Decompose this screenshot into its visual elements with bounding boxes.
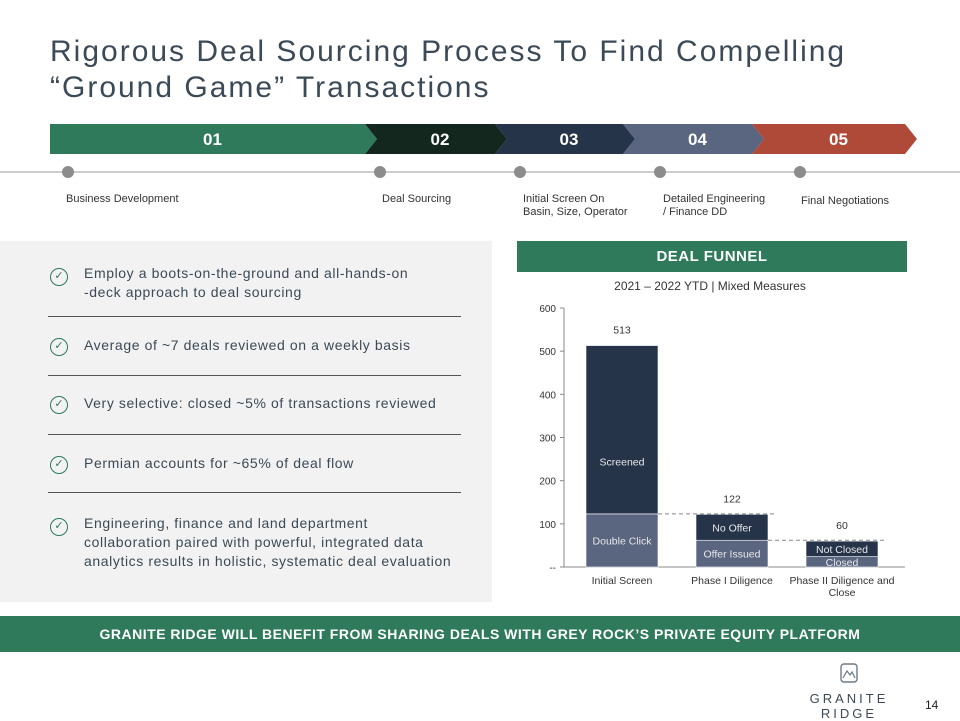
step-arrow-02 — [365, 124, 507, 154]
highlights-panel — [0, 241, 492, 602]
highlight-text: Very selective: closed ~5% of transactio… — [84, 395, 437, 411]
y-tick-label: 400 — [539, 390, 556, 401]
segment-label: Screened — [600, 457, 645, 469]
bottom-banner: GRANITE RIDGE WILL BENEFIT FROM SHARING … — [0, 616, 960, 652]
segment-label: No Offer — [712, 522, 752, 534]
step-number: 04 — [688, 130, 707, 149]
timeline-dot — [514, 166, 526, 178]
highlight-text: Average of ~7 deals reviewed on a weekly… — [84, 337, 411, 353]
y-tick-label: -- — [549, 563, 556, 574]
step-arrow-04 — [623, 124, 764, 154]
bar-segment — [585, 345, 659, 515]
category-label: Phase I Diligence — [691, 575, 773, 587]
category-label: Initial Screen — [592, 575, 653, 587]
step-label: Detailed Engineering / Finance DD — [663, 193, 766, 218]
step-number: 01 — [203, 130, 222, 149]
checkmark-icon: ✓ — [50, 268, 68, 286]
logo-wordmark: GRANITE RIDGE — [809, 691, 889, 721]
deal-funnel-chart: 2021 – 2022 YTD | Mixed Measures -- 100 200… — [500, 274, 910, 609]
process-arrows: 01 02 03 04 05 — [0, 124, 960, 178]
total-label: 513 — [613, 325, 631, 337]
step-arrow-01 — [50, 124, 377, 154]
step-label: Final Negotiations — [801, 195, 890, 207]
mountain-icon — [840, 663, 858, 683]
step-label: Business Development — [66, 193, 179, 205]
divider — [48, 492, 461, 493]
segment-label: Offer Issued — [703, 549, 760, 561]
category-label: Phase II Diligence and — [789, 575, 894, 587]
highlight-text: Permian accounts for ~65% of deal flow — [84, 455, 354, 471]
page-title: Rigorous Deal Sourcing Process To Find C… — [50, 35, 847, 104]
divider — [48, 316, 461, 317]
bar-segment — [585, 513, 659, 568]
bar-segment — [695, 539, 769, 568]
granite-ridge-logo: GRANITE RIDGE — [786, 662, 912, 721]
step-number: 02 — [431, 130, 450, 149]
bar-segment — [805, 540, 879, 557]
step-arrow-05 — [752, 124, 917, 154]
timeline-dot — [654, 166, 666, 178]
segment-label: Not Closed — [816, 544, 868, 556]
checkmark-icon: ✓ — [50, 518, 68, 536]
timeline-dot — [374, 166, 386, 178]
deal-funnel-header: DEAL FUNNEL — [517, 241, 907, 272]
y-tick-label: 100 — [539, 520, 556, 531]
highlight-text: Employ a boots-on-the-ground and all-han… — [84, 265, 409, 300]
y-tick-label: 600 — [539, 304, 556, 315]
y-tick-label: 500 — [539, 347, 556, 358]
total-label: 60 — [836, 520, 848, 532]
step-arrow-03 — [495, 124, 635, 154]
segment-label: Closed — [826, 557, 859, 569]
page-number: 14 — [925, 698, 939, 712]
checkmark-icon: ✓ — [50, 396, 68, 414]
divider — [48, 434, 461, 435]
highlight-text: Engineering, finance and land department… — [84, 515, 452, 569]
checkmark-icon: ✓ — [50, 338, 68, 356]
checkmark-icon: ✓ — [50, 456, 68, 474]
step-number: 05 — [829, 130, 848, 149]
segment-label: Double Click — [593, 535, 653, 547]
process-timeline: 01 02 03 04 05 — [0, 118, 960, 218]
step-label: Deal Sourcing — [382, 193, 452, 205]
category-label: Close — [829, 587, 856, 599]
bar-segment — [695, 514, 769, 541]
divider — [48, 375, 461, 376]
chart-title: 2021 – 2022 YTD | Mixed Measures — [614, 279, 806, 293]
y-tick-label: 300 — [539, 434, 556, 445]
timeline-dot — [794, 166, 806, 178]
step-label: Initial Screen On Basin, Size, Operator — [523, 193, 628, 218]
step-number: 03 — [560, 130, 579, 149]
y-tick-label: 200 — [539, 477, 556, 488]
total-label: 122 — [723, 493, 741, 505]
deal-funnel-svg: 2021 – 2022 YTD | Mixed Measures -- 100 200… — [539, 279, 905, 599]
timeline-dot — [62, 166, 74, 178]
